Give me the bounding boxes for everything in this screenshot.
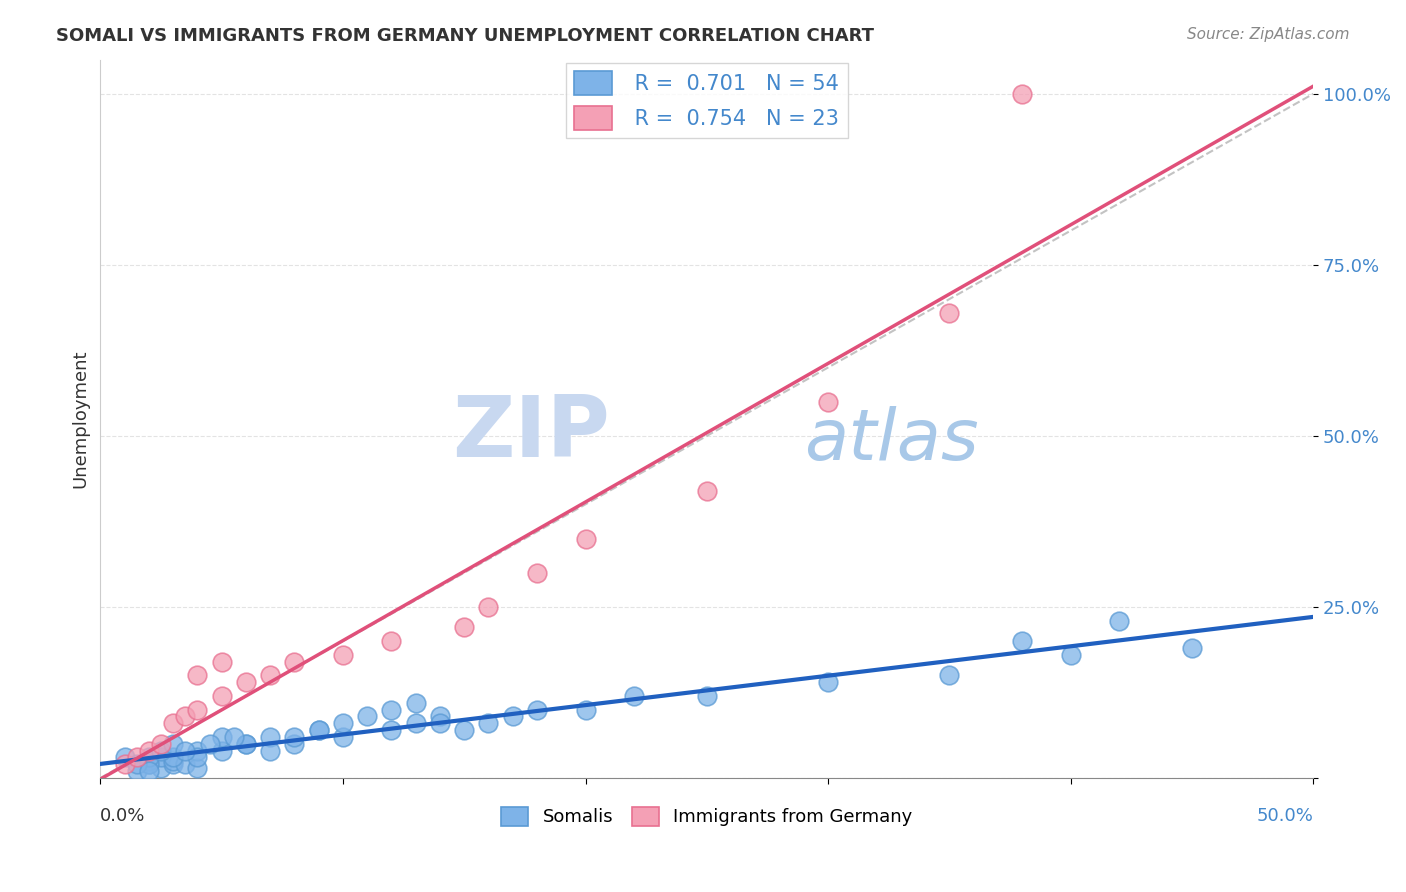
Point [696, 483, 718, 498]
Point [817, 675, 839, 690]
Point [283, 655, 305, 669]
Point [114, 750, 136, 764]
Point [405, 696, 427, 710]
Point [1181, 640, 1204, 655]
Point [138, 754, 160, 768]
Point [150, 744, 173, 758]
Text: 0.0%: 0.0% [100, 806, 146, 825]
Point [125, 750, 148, 764]
Point [574, 532, 596, 546]
Point [283, 730, 305, 744]
Point [938, 306, 960, 320]
Point [380, 723, 402, 738]
Point [198, 737, 221, 751]
Text: atlas: atlas [804, 406, 979, 475]
Point [477, 716, 499, 731]
Y-axis label: Unemployment: Unemployment [72, 350, 89, 488]
Point [502, 709, 524, 723]
Point [332, 716, 354, 731]
Point [222, 730, 245, 744]
Text: 50.0%: 50.0% [1257, 806, 1313, 825]
Point [186, 761, 208, 775]
Point [125, 757, 148, 772]
Point [114, 757, 136, 772]
Point [817, 394, 839, 409]
Point [308, 723, 330, 738]
Point [1011, 634, 1033, 648]
Point [623, 689, 645, 703]
Point [162, 716, 184, 731]
Point [308, 723, 330, 738]
Point [162, 757, 184, 772]
Point [526, 566, 548, 580]
Point [696, 689, 718, 703]
Point [211, 655, 233, 669]
Point [356, 709, 378, 723]
Point [174, 757, 197, 772]
Point [186, 744, 208, 758]
Point [380, 634, 402, 648]
Point [211, 689, 233, 703]
Point [453, 620, 475, 634]
Point [938, 668, 960, 682]
Point [1060, 648, 1083, 662]
Point [332, 648, 354, 662]
Point [259, 744, 281, 758]
Point [429, 716, 451, 731]
Point [150, 750, 173, 764]
Point [138, 744, 160, 758]
Point [453, 723, 475, 738]
Point [429, 709, 451, 723]
Point [283, 737, 305, 751]
Point [125, 764, 148, 779]
Point [259, 730, 281, 744]
Point [211, 744, 233, 758]
Point [235, 675, 257, 690]
Text: SOMALI VS IMMIGRANTS FROM GERMANY UNEMPLOYMENT CORRELATION CHART: SOMALI VS IMMIGRANTS FROM GERMANY UNEMPL… [56, 27, 875, 45]
Point [138, 757, 160, 772]
Point [526, 703, 548, 717]
Point [162, 754, 184, 768]
Point [405, 716, 427, 731]
Point [138, 750, 160, 764]
Point [138, 757, 160, 772]
Point [235, 737, 257, 751]
Point [138, 764, 160, 779]
Point [162, 737, 184, 751]
Text: ZIP: ZIP [453, 392, 610, 475]
Point [574, 703, 596, 717]
Point [186, 750, 208, 764]
Point [150, 761, 173, 775]
Point [162, 750, 184, 764]
Text: Source: ZipAtlas.com: Source: ZipAtlas.com [1187, 27, 1350, 42]
Point [1011, 87, 1033, 101]
Point [150, 737, 173, 751]
Point [477, 599, 499, 614]
Point [186, 668, 208, 682]
Point [186, 703, 208, 717]
Point [174, 744, 197, 758]
Point [380, 703, 402, 717]
Point [1108, 614, 1130, 628]
Point [211, 730, 233, 744]
Point [332, 730, 354, 744]
Point [259, 668, 281, 682]
Legend:  R =  0.701   N = 54,  R =  0.754   N = 23: R = 0.701 N = 54, R = 0.754 N = 23 [567, 62, 848, 138]
Point [174, 709, 197, 723]
Point [235, 737, 257, 751]
